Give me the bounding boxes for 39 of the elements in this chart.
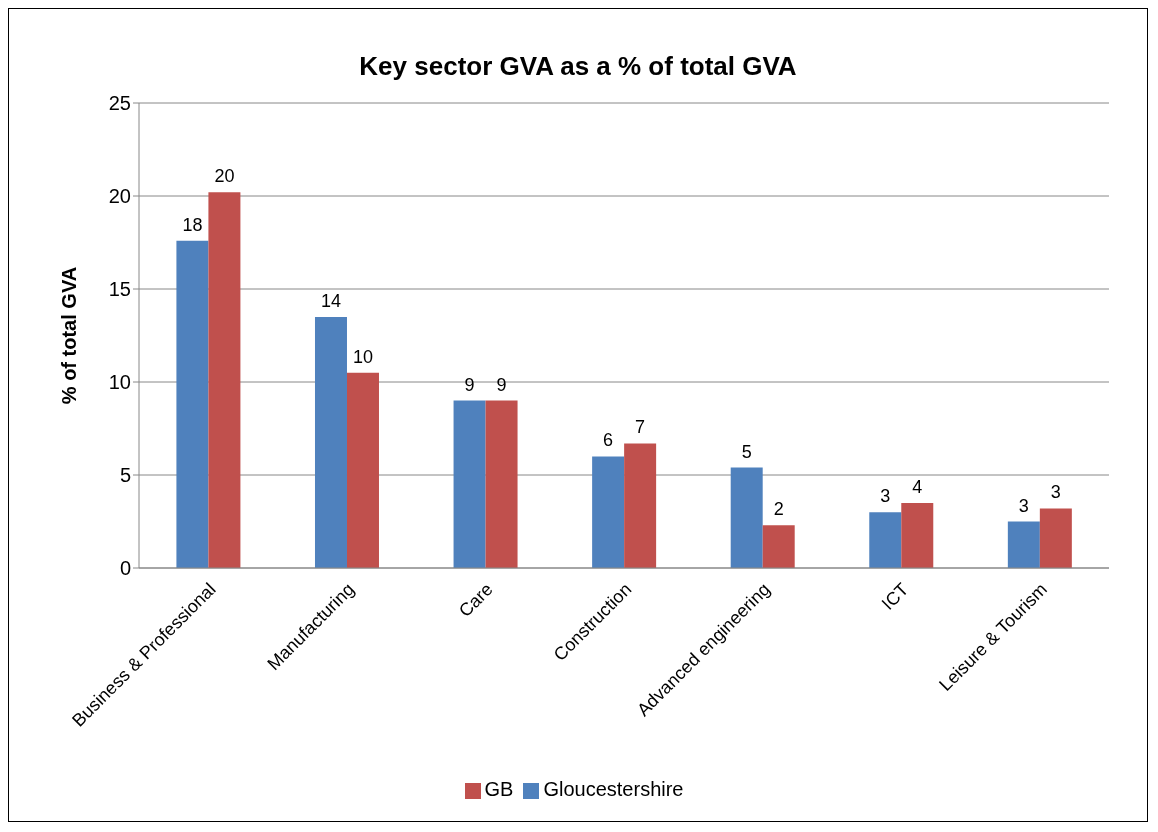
data-label: 4 xyxy=(912,476,923,497)
bar xyxy=(762,525,795,568)
bar xyxy=(592,456,625,568)
data-label: 9 xyxy=(496,374,507,395)
y-axis-title: % of total GVA xyxy=(58,266,81,405)
bar xyxy=(1039,508,1072,568)
bar xyxy=(901,502,934,568)
data-label: 3 xyxy=(880,486,891,507)
data-label: 14 xyxy=(320,290,341,311)
y-tick-label: 5 xyxy=(119,464,131,487)
bar xyxy=(624,443,657,568)
legend-label: GB xyxy=(484,778,514,800)
bar xyxy=(730,467,763,568)
bar xyxy=(208,192,241,568)
bar xyxy=(453,400,486,568)
data-label: 10 xyxy=(352,346,373,367)
data-label: 7 xyxy=(635,417,646,438)
bar xyxy=(869,512,902,568)
bar xyxy=(176,240,209,568)
data-label: 3 xyxy=(1018,495,1029,516)
data-label: 20 xyxy=(214,166,235,187)
data-label: 5 xyxy=(741,441,752,462)
data-label: 18 xyxy=(182,214,203,235)
x-tick-label: ICT xyxy=(877,579,913,614)
y-tick-label: 25 xyxy=(108,92,131,115)
y-tick-label: 0 xyxy=(119,557,131,580)
chart-title: Key sector GVA as a % of total GVA xyxy=(358,51,798,83)
y-tick-label: 10 xyxy=(108,371,131,394)
data-label: 6 xyxy=(603,430,614,451)
bar xyxy=(485,400,518,568)
legend-label: Gloucestershire xyxy=(543,778,684,800)
data-label: 9 xyxy=(464,374,475,395)
bar xyxy=(346,372,379,568)
bar xyxy=(314,316,347,568)
y-tick-label: 20 xyxy=(108,185,131,208)
data-label: 3 xyxy=(1050,482,1061,503)
y-tick-label: 15 xyxy=(108,278,131,301)
bar xyxy=(1007,521,1040,568)
data-label: 2 xyxy=(773,499,784,520)
